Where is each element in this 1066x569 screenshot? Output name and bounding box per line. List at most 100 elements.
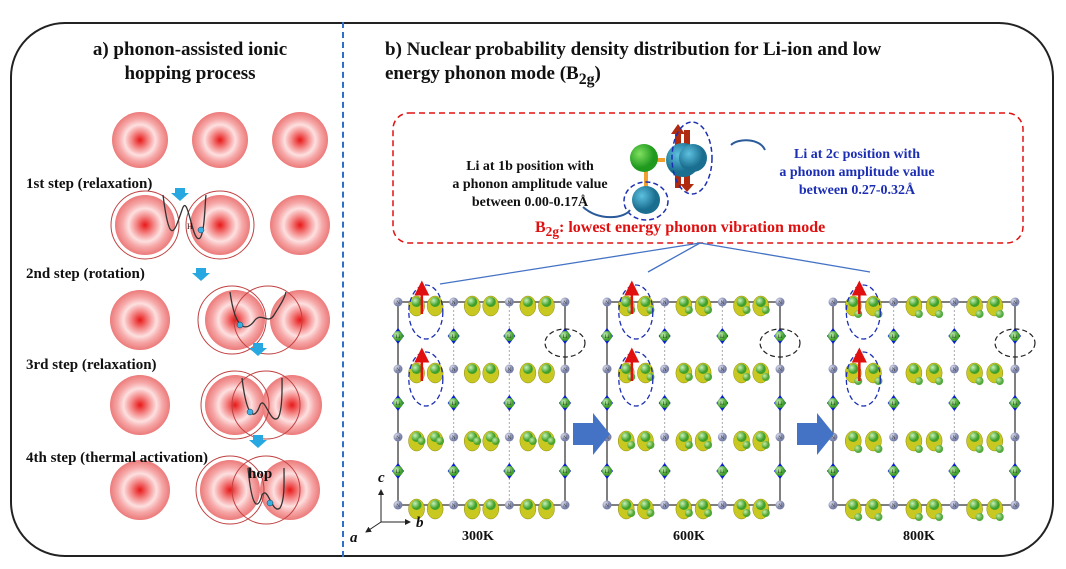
n-atom-label: N — [778, 436, 782, 441]
n-atom-label: N — [663, 368, 667, 373]
li-atom — [698, 297, 709, 307]
n-atom — [449, 297, 459, 307]
n-atom — [560, 432, 570, 442]
hopping-diagram — [110, 112, 330, 525]
li-atom — [522, 500, 533, 510]
n-atom-label: N — [1013, 436, 1017, 441]
relaxation-ring — [200, 370, 270, 440]
ion-site — [110, 375, 170, 435]
relaxation-ring — [185, 190, 255, 260]
li-atom — [908, 297, 919, 307]
n-atom-label: N — [831, 368, 835, 373]
mode-subscript: 2g — [545, 224, 559, 240]
li-1b-line2: a phonon amplitude value — [452, 177, 608, 192]
li-atom-displaced — [935, 513, 944, 521]
n-atom-label: N — [1013, 504, 1017, 509]
crystal-structure-300K: N N N N Li Li Li Li N N N N Li Li Li Li N N N N Li Li Li Li N N N N — [392, 280, 586, 520]
li-atom — [1010, 398, 1020, 408]
li-atom — [736, 500, 747, 510]
li-2c-highlight — [544, 328, 586, 358]
li-atom — [888, 398, 899, 408]
n-atom — [560, 500, 570, 510]
title-text-end: ) — [594, 63, 601, 84]
li-1b-highlight — [623, 181, 669, 221]
li-atom-displaced — [761, 509, 770, 517]
n-atom — [1010, 364, 1020, 374]
green-atom — [630, 144, 658, 172]
n-atom-label: N — [953, 436, 957, 441]
n-atom — [775, 500, 785, 510]
n-atom-label: N — [663, 436, 667, 441]
li-atom-displaced — [914, 445, 923, 453]
li-atom-label: Li — [952, 335, 957, 340]
li-atom — [448, 331, 459, 341]
li-2c-highlight — [759, 328, 801, 358]
li-atom-label: Li — [451, 335, 456, 340]
li-atom — [430, 297, 441, 307]
li-2c-highlight — [671, 121, 713, 195]
li-atom — [504, 466, 515, 476]
li-atom — [868, 432, 879, 442]
li-atom — [755, 500, 766, 510]
step-1-label: 1st step (relaxation) — [26, 176, 153, 192]
li-atom-label: Li — [831, 402, 836, 407]
n-atom — [449, 364, 459, 374]
li-atom — [736, 364, 747, 374]
li-atom — [393, 466, 403, 476]
n-atom — [449, 432, 459, 442]
li-atom-displaced — [761, 441, 770, 449]
n-atom-label: N — [508, 436, 512, 441]
n-atom — [949, 500, 959, 510]
li-atom-displaced — [627, 441, 636, 449]
n-atom-label: N — [892, 436, 896, 441]
ion-site — [205, 375, 265, 435]
li-atom-displaced — [935, 310, 944, 318]
n-atom — [602, 297, 612, 307]
well-label: H — [187, 222, 193, 231]
li-atom — [868, 500, 879, 510]
n-atom — [504, 364, 514, 374]
temperature-600k: 600K — [673, 529, 705, 544]
li-atom-displaced — [684, 441, 693, 449]
li-atom — [640, 432, 651, 442]
li-atom — [736, 432, 747, 442]
li-atom — [949, 331, 960, 341]
li-atom — [659, 331, 670, 341]
n-atom — [717, 432, 727, 442]
li-atom-displaced — [761, 373, 770, 381]
connector-800k — [699, 242, 871, 273]
ion-site — [272, 112, 328, 168]
n-atom — [660, 297, 670, 307]
li-atom-label: Li — [891, 335, 896, 340]
li-atom-label: Li — [952, 402, 957, 407]
li-atom — [485, 364, 496, 374]
li-atom — [640, 364, 651, 374]
li-atom — [560, 466, 570, 476]
li-atom-label: Li — [1013, 470, 1018, 475]
n-atom — [660, 364, 670, 374]
li-atom — [828, 466, 838, 476]
li-atom-displaced — [417, 437, 426, 445]
li-atom — [908, 364, 919, 374]
li-atom — [659, 466, 670, 476]
li-atom — [736, 297, 747, 307]
li-atom — [848, 297, 859, 307]
li-atom-displaced — [874, 445, 883, 453]
unit-cell — [606, 301, 781, 506]
connector-300k — [439, 242, 701, 285]
n-atom — [717, 364, 727, 374]
ion-site — [192, 112, 248, 168]
li-atom-label: Li — [563, 335, 568, 340]
li-atom — [989, 432, 1000, 442]
relaxation-ring — [231, 370, 301, 440]
li-atom — [678, 297, 689, 307]
step-2-label: 2nd step (rotation) — [26, 266, 145, 282]
n-atom — [602, 364, 612, 374]
li-atom-displaced — [975, 513, 984, 521]
n-atom-label: N — [721, 436, 725, 441]
n-atom — [717, 297, 727, 307]
li-atom-displaced — [761, 306, 770, 314]
li-atom — [775, 398, 785, 408]
li-atom — [602, 466, 612, 476]
